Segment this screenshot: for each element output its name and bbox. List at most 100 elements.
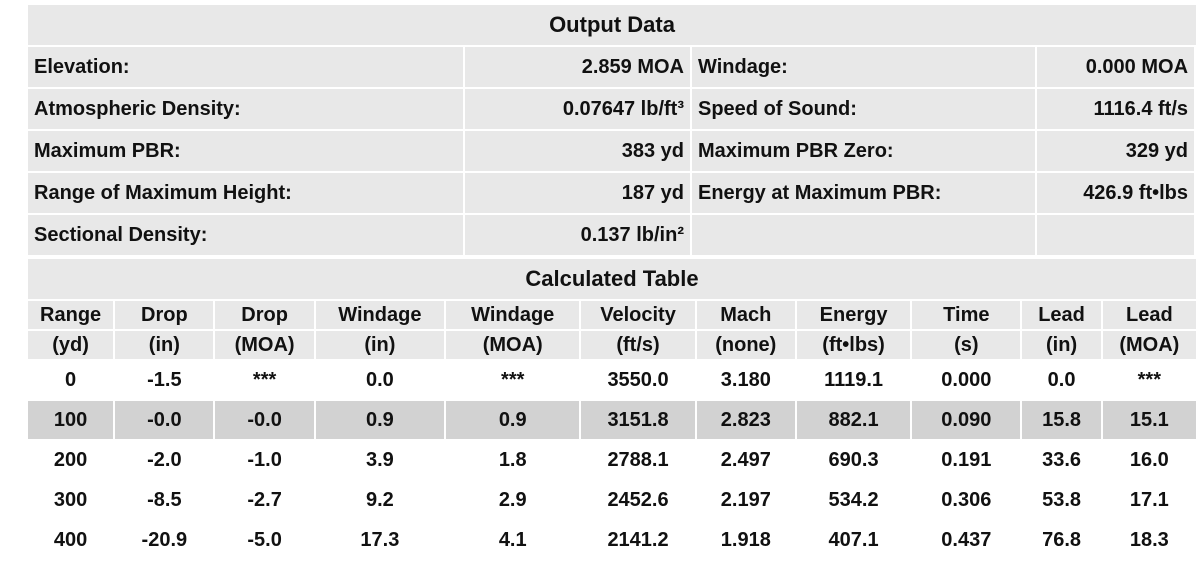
data-row: 400 -20.9 -5.0 17.3 4.1 2141.2 1.918 407.1 0.437…	[28, 521, 1196, 559]
data-cell: -0.0	[215, 401, 314, 439]
data-cell: 18.3	[1102, 521, 1196, 559]
output-row: Atmospheric Density: 0.07647 lb/ft³ Speed …	[28, 89, 1197, 129]
column-header: Drop	[215, 301, 314, 329]
data-cell: -0.0	[115, 401, 214, 439]
data-cell: 16.0	[1102, 441, 1196, 479]
column-unit: (ft•lbs)	[796, 331, 911, 359]
data-cell: 400	[28, 521, 114, 559]
data-cell: 100	[28, 401, 114, 439]
output-value	[1037, 215, 1197, 255]
output-label: Sectional Density:	[28, 215, 465, 255]
section-title: Output Data	[28, 5, 1197, 45]
output-label: Windage:	[692, 47, 1037, 87]
header-row: (yd) (in) (MOA) (in) (MOA) (ft/s) (none) (ft•lb…	[28, 331, 1196, 359]
column-unit: (yd)	[28, 331, 114, 359]
data-cell: 200	[28, 441, 114, 479]
column-header: Mach	[696, 301, 795, 329]
column-header: Time	[912, 301, 1021, 329]
data-cell: 17.1	[1102, 481, 1196, 519]
data-cell: 882.1	[796, 401, 911, 439]
output-label: Maximum PBR Zero:	[692, 131, 1037, 171]
output-label: Energy at Maximum PBR:	[692, 173, 1037, 213]
data-cell: 0.437	[912, 521, 1021, 559]
output-label: Maximum PBR:	[28, 131, 465, 171]
column-unit: (MOA)	[1102, 331, 1196, 359]
header-row: Range Drop Drop Windage Windage Velocity Mach E…	[28, 301, 1196, 329]
column-header: Lead	[1022, 301, 1101, 329]
data-cell: 76.8	[1022, 521, 1101, 559]
data-cell: 4.1	[446, 521, 580, 559]
data-cell: 2788.1	[581, 441, 695, 479]
output-row: Maximum PBR: 383 yd Maximum PBR Zero: 329 y…	[28, 131, 1197, 171]
data-cell: 1119.1	[796, 361, 911, 399]
data-cell: 3550.0	[581, 361, 695, 399]
output-table: Output Data Elevation: 2.859 MOA Windage: 0…	[28, 3, 1197, 257]
data-cell: 0.0	[1022, 361, 1101, 399]
data-cell: -1.5	[115, 361, 214, 399]
data-cell: 2.823	[696, 401, 795, 439]
output-value: 426.9 ft•lbs	[1037, 173, 1197, 213]
data-cell: 0.000	[912, 361, 1021, 399]
output-row: Elevation: 2.859 MOA Windage: 0.000 MOA	[28, 47, 1197, 87]
data-cell: 3151.8	[581, 401, 695, 439]
output-value: 187 yd	[465, 173, 692, 213]
title-row: Output Data	[28, 5, 1197, 45]
column-unit: (in)	[1022, 331, 1101, 359]
column-unit: (MOA)	[446, 331, 580, 359]
data-cell: 2.497	[696, 441, 795, 479]
output-value: 329 yd	[1037, 131, 1197, 171]
data-cell: 17.3	[315, 521, 445, 559]
data-cell: 2452.6	[581, 481, 695, 519]
column-unit: (in)	[115, 331, 214, 359]
output-value: 1116.4 ft/s	[1037, 89, 1197, 129]
data-cell: 9.2	[315, 481, 445, 519]
data-cell: 33.6	[1022, 441, 1101, 479]
data-cell: 2.197	[696, 481, 795, 519]
data-cell: 0.0	[315, 361, 445, 399]
data-cell: 534.2	[796, 481, 911, 519]
column-unit: (s)	[912, 331, 1021, 359]
data-cell: -2.7	[215, 481, 314, 519]
data-cell: 2141.2	[581, 521, 695, 559]
data-row: 300 -8.5 -2.7 9.2 2.9 2452.6 2.197 534.2 0.306 53…	[28, 481, 1196, 519]
column-header: Windage	[315, 301, 445, 329]
output-row: Sectional Density: 0.137 lb/in²	[28, 215, 1197, 255]
column-unit: (none)	[696, 331, 795, 359]
data-cell: -20.9	[115, 521, 214, 559]
title-row: Calculated Table	[28, 259, 1196, 299]
column-header: Drop	[115, 301, 214, 329]
column-header: Range	[28, 301, 114, 329]
column-header: Lead	[1102, 301, 1196, 329]
output-value: 0.137 lb/in²	[465, 215, 692, 255]
output-label: Speed of Sound:	[692, 89, 1037, 129]
data-cell: 2.9	[446, 481, 580, 519]
data-row: 0 -1.5 *** 0.0 *** 3550.0 3.180 1119.1 0.000 0.0 *…	[28, 361, 1196, 399]
output-value: 0.000 MOA	[1037, 47, 1197, 87]
data-cell: 407.1	[796, 521, 911, 559]
data-cell: 53.8	[1022, 481, 1101, 519]
data-cell: 3.9	[315, 441, 445, 479]
data-cell: 0.9	[315, 401, 445, 439]
data-row: 200 -2.0 -1.0 3.9 1.8 2788.1 2.497 690.3 0.191 33…	[28, 441, 1196, 479]
panel: Output Data Elevation: 2.859 MOA Windage: 0…	[26, 3, 1198, 561]
output-value: 0.07647 lb/ft³	[465, 89, 692, 129]
calculated-table: Calculated Table Range Drop Drop Windage Wind…	[26, 257, 1198, 561]
data-cell: -8.5	[115, 481, 214, 519]
column-unit: (in)	[315, 331, 445, 359]
column-header: Windage	[446, 301, 580, 329]
data-cell: 1.918	[696, 521, 795, 559]
output-label: Range of Maximum Height:	[28, 173, 465, 213]
data-cell: 0	[28, 361, 114, 399]
data-cell: 690.3	[796, 441, 911, 479]
data-cell: 0.090	[912, 401, 1021, 439]
output-value: 383 yd	[465, 131, 692, 171]
data-cell: 0.9	[446, 401, 580, 439]
output-label: Elevation:	[28, 47, 465, 87]
section-title: Calculated Table	[28, 259, 1196, 299]
column-header: Energy	[796, 301, 911, 329]
data-cell: ***	[446, 361, 580, 399]
column-unit: (MOA)	[215, 331, 314, 359]
output-label	[692, 215, 1037, 255]
